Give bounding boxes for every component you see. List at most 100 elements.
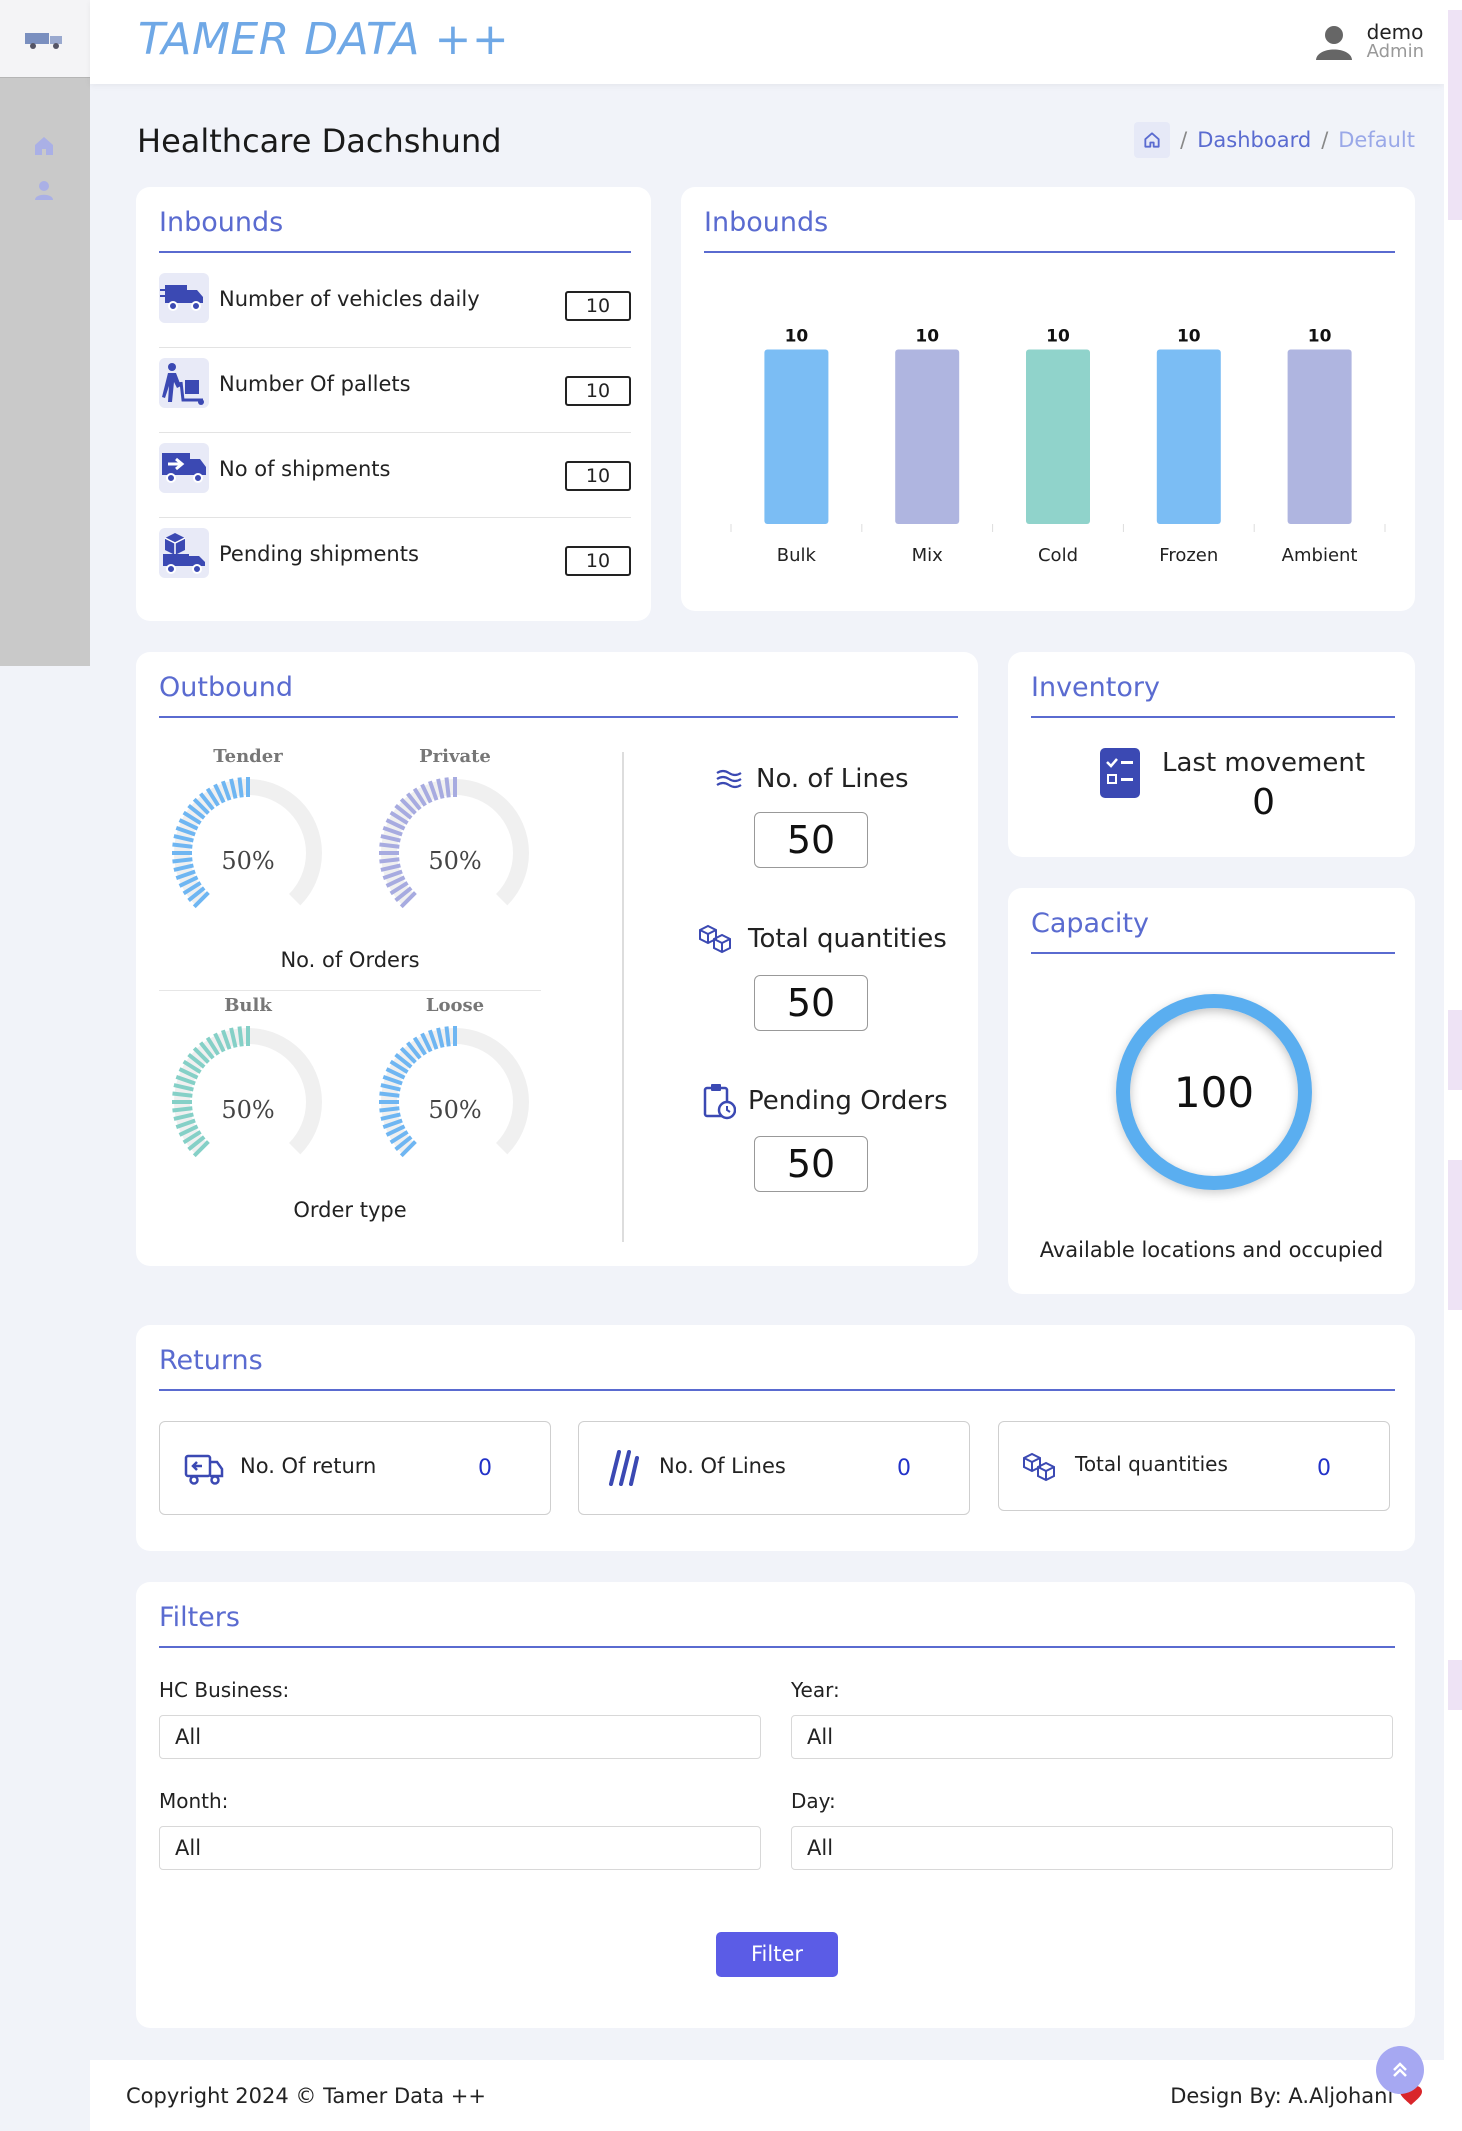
gauge-tick (428, 780, 439, 801)
gauge-tick (385, 818, 406, 831)
box-truck-icon (159, 528, 209, 578)
card-title: Capacity (1031, 908, 1149, 939)
card-title: Outbound (159, 672, 293, 703)
metric-pending: Pending Orders (702, 1082, 948, 1120)
list-item-value: 10 (565, 291, 631, 321)
x-tick-label: Frozen (1159, 545, 1218, 566)
outbound-card: Outbound Tender Private 50% 50% No. of O… (136, 652, 978, 1266)
gauge-tick (187, 1053, 206, 1069)
inventory-stat: Last movement 0 (1100, 748, 1365, 823)
user-icon[interactable] (32, 178, 56, 202)
gauge-tick (436, 1027, 445, 1048)
year-select[interactable]: All (791, 1715, 1393, 1759)
hand-truck-icon (159, 358, 209, 408)
gauge-tick (382, 1118, 403, 1129)
gauge-tick (406, 792, 422, 811)
filter-button[interactable]: Filter (716, 1932, 838, 1977)
order-type-caption: Order type (293, 1198, 407, 1222)
gauge-tick (380, 863, 401, 872)
list-item-label: Number of vehicles daily (219, 287, 480, 311)
metric-label: Total quantities (748, 924, 947, 954)
gauge-tick (444, 777, 451, 798)
gauge-tick (394, 1135, 413, 1151)
user-menu[interactable]: demo Admin (1315, 22, 1424, 62)
gauge-tick (399, 797, 417, 815)
gauge-tick (199, 792, 215, 811)
metric-label: Pending Orders (748, 1086, 948, 1116)
list-item-value: 10 (565, 461, 631, 491)
gauge-tick (173, 1083, 194, 1092)
home-outline-icon (1144, 132, 1160, 148)
gauge-tick (389, 881, 409, 896)
gauge-tick (379, 842, 400, 849)
gauge-tick (178, 875, 199, 888)
breadcrumb-home[interactable] (1134, 122, 1171, 158)
gauge-tick (213, 1032, 226, 1053)
gauge-tick (428, 1029, 439, 1050)
inventory-value: 0 (1252, 782, 1275, 823)
outbound-gauges (172, 777, 529, 1158)
gauge-tick (213, 783, 226, 804)
hc-business-select[interactable]: All (159, 1715, 761, 1759)
list-item: Pending shipments 10 (159, 518, 631, 603)
gauge-tick (389, 1059, 409, 1074)
day-label: Day: (791, 1789, 836, 1813)
double-chevron-up-icon (1393, 2062, 1407, 2077)
gauge-track (174, 779, 322, 906)
bar-data-label: 10 (1308, 326, 1332, 346)
gauge-tick (229, 778, 238, 799)
return-stat-value: 0 (478, 1456, 492, 1481)
top-header: TAMER DATA ++ demo Admin (90, 0, 1444, 84)
card-title: Inbounds (704, 207, 829, 238)
checklist-icon (1100, 748, 1140, 798)
gauge-tick (172, 1106, 193, 1113)
list-item: No of shipments 10 (159, 433, 631, 518)
gauge-label-private: Private (419, 746, 491, 767)
home-icon[interactable] (32, 134, 56, 158)
return-truck-icon (184, 1454, 224, 1485)
card-title: Inbounds (159, 207, 284, 238)
gauge-tick (444, 1026, 451, 1047)
gauge-tick (237, 777, 244, 798)
return-stat-value: 0 (1317, 1456, 1331, 1481)
copyright: Copyright 2024 © Tamer Data ++ (126, 2084, 486, 2108)
inbounds-bar-chart: 10 Bulk 10 Mix 10 Cold 10 Frozen 10 Ambient (730, 326, 1386, 566)
list-item-label: No of shipments (219, 457, 391, 481)
gauge-tick (406, 1041, 422, 1060)
hc-business-label: HC Business: (159, 1678, 290, 1702)
bar-bulk (764, 349, 829, 524)
right-scroll-strip (1444, 0, 1462, 2131)
gauge-tick (175, 869, 196, 880)
gauge-label-loose: Loose (425, 995, 485, 1016)
gauge-tick (182, 1130, 202, 1145)
card-title: Inventory (1031, 672, 1160, 703)
gauge-tick (412, 787, 427, 807)
gauge-tick (380, 1112, 401, 1121)
bar-frozen (1156, 349, 1221, 524)
gauge-tick (187, 886, 206, 902)
gauge-tick (379, 857, 400, 864)
gauge-tick (394, 886, 413, 902)
gauge-tick (380, 834, 401, 843)
return-stat-box: No. Of return 0 (159, 1421, 551, 1515)
gauge-value-tender: 50% (221, 847, 275, 875)
list-item-label: Pending shipments (219, 542, 419, 566)
gauge-tick (221, 780, 232, 801)
orders-caption: No. of Orders (280, 948, 420, 972)
day-select[interactable]: All (791, 1826, 1393, 1870)
metric-label: No. of Lines (756, 764, 909, 794)
gauge-tick (399, 1046, 417, 1064)
sidebar-logo[interactable] (0, 0, 90, 78)
month-select[interactable]: All (159, 1826, 761, 1870)
truck-logo-icon (25, 32, 62, 49)
return-stat-box: No. Of Lines 0 (578, 1421, 970, 1515)
list-item-value: 10 (565, 546, 631, 576)
brand-title[interactable]: TAMER DATA ++ (138, 14, 510, 65)
gauge-tick (399, 1140, 417, 1158)
gauge-value-private: 50% (428, 847, 482, 875)
scroll-to-top-button[interactable] (1376, 2046, 1424, 2094)
list-item-value: 10 (565, 376, 631, 406)
breadcrumb-dashboard[interactable]: Dashboard (1197, 128, 1312, 152)
metric-value: 50 (754, 975, 868, 1031)
gauge-tick (382, 826, 403, 837)
